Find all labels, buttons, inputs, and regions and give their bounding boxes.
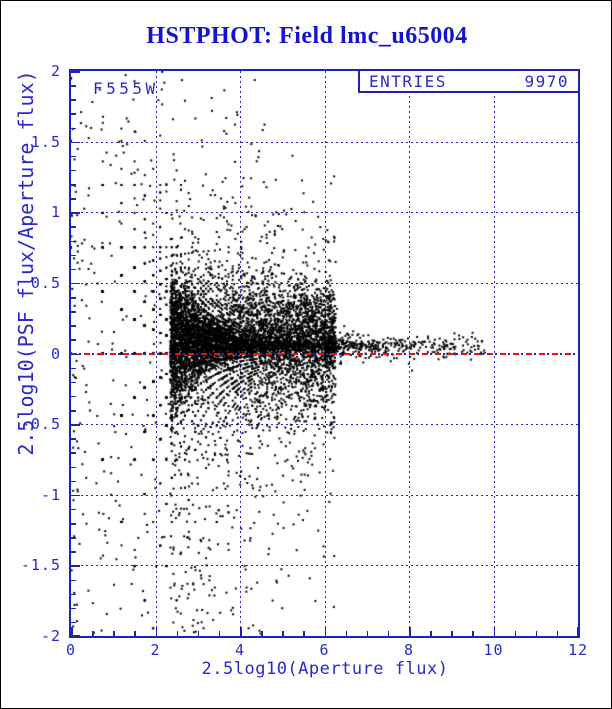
x-tick-label: 12 — [567, 641, 589, 659]
axis-tick — [71, 466, 76, 468]
filter-label: F555W — [93, 79, 159, 98]
axis-tick — [71, 593, 76, 596]
axis-tick — [71, 297, 76, 299]
axis-tick — [387, 631, 390, 636]
axis-tick — [71, 127, 76, 129]
x-tick-label: 10 — [483, 641, 504, 659]
y-tick-label: 1 — [50, 203, 61, 222]
axis-tick — [71, 184, 76, 186]
axis-tick — [71, 141, 80, 144]
axis-tick — [197, 631, 200, 636]
axis-tick — [71, 268, 76, 271]
y-tick-label: 1.5 — [30, 132, 61, 151]
axis-tick — [71, 438, 76, 440]
axis-tick — [71, 551, 76, 553]
x-tick-label: 8 — [403, 641, 415, 659]
axis-tick — [71, 410, 76, 412]
axis-tick — [71, 113, 76, 115]
entries-value: 9970 — [524, 71, 569, 91]
axis-tick — [71, 395, 76, 398]
axis-tick — [71, 607, 76, 610]
axis-tick — [92, 631, 94, 636]
axis-tick — [71, 621, 76, 624]
x-tick-label: 0 — [65, 641, 77, 659]
axis-tick — [409, 627, 411, 636]
axis-tick — [71, 311, 76, 313]
entries-box: ENTRIES 9970 — [358, 69, 580, 93]
axis-tick — [155, 627, 157, 636]
axis-tick — [71, 155, 76, 158]
axis-tick — [71, 212, 80, 214]
axis-tick — [345, 631, 348, 636]
axis-tick — [493, 627, 495, 636]
axis-tick — [71, 508, 76, 511]
y-axis-label: 2.5log10(PSF flux/Aperture flux) — [14, 70, 38, 456]
axis-tick — [514, 631, 517, 636]
axis-tick — [71, 169, 76, 172]
axis-tick — [71, 325, 76, 327]
x-tick-label: 6 — [319, 641, 330, 659]
axis-tick — [176, 631, 179, 636]
axis-tick — [218, 631, 221, 636]
y-tick-label: 2 — [50, 62, 61, 80]
plot-area: F555W ENTRIES 9970 — [69, 69, 580, 638]
y-tick-label: -1 — [40, 485, 61, 504]
axis-tick — [71, 635, 80, 637]
axis-tick — [71, 381, 76, 384]
axis-tick — [366, 631, 369, 636]
y-tick-label: 0 — [50, 344, 61, 363]
axis-tick — [71, 367, 76, 370]
axis-tick — [71, 353, 80, 355]
axis-tick — [324, 627, 326, 636]
y-tick-label: -2 — [40, 627, 61, 645]
entries-label: ENTRIES — [369, 71, 447, 91]
page-title: HSTPHOT: Field lmc_u65004 — [146, 23, 468, 49]
axis-tick — [71, 254, 76, 257]
zero-reference-line — [71, 352, 578, 355]
axis-tick — [71, 282, 80, 285]
x-axis-label: 2.5log10(Aperture flux) — [201, 659, 449, 679]
axis-tick — [282, 631, 284, 636]
y-tick-label: -0.5 — [20, 415, 61, 434]
x-tick-label: 2 — [150, 641, 161, 659]
axis-tick — [451, 631, 453, 636]
axis-tick — [71, 523, 76, 525]
axis-tick — [71, 565, 80, 567]
y-tick-label: 0.5 — [30, 273, 61, 292]
axis-tick — [71, 85, 76, 87]
axis-tick — [430, 631, 432, 636]
axis-tick — [71, 226, 76, 228]
axis-tick — [303, 631, 305, 636]
axis-tick — [71, 480, 76, 483]
axis-tick — [71, 99, 76, 101]
axis-tick — [134, 631, 136, 636]
axis-tick — [261, 631, 263, 636]
axis-tick — [71, 579, 76, 581]
axis-tick — [71, 452, 76, 454]
axis-tick — [71, 240, 76, 242]
x-tick-label: 4 — [234, 641, 246, 659]
axis-tick — [71, 494, 80, 497]
y-tick-label: -1.5 — [20, 556, 61, 575]
axis-tick — [71, 198, 76, 200]
axis-tick — [71, 339, 76, 341]
axis-tick — [71, 71, 80, 73]
axis-tick — [71, 627, 73, 636]
axis-tick — [71, 537, 76, 539]
axis-tick — [240, 627, 242, 636]
axis-tick — [472, 631, 474, 636]
axis-tick — [535, 631, 538, 636]
axis-tick — [556, 631, 559, 636]
axis-tick — [577, 627, 579, 636]
axis-tick — [71, 424, 80, 426]
axis-tick — [113, 631, 115, 636]
